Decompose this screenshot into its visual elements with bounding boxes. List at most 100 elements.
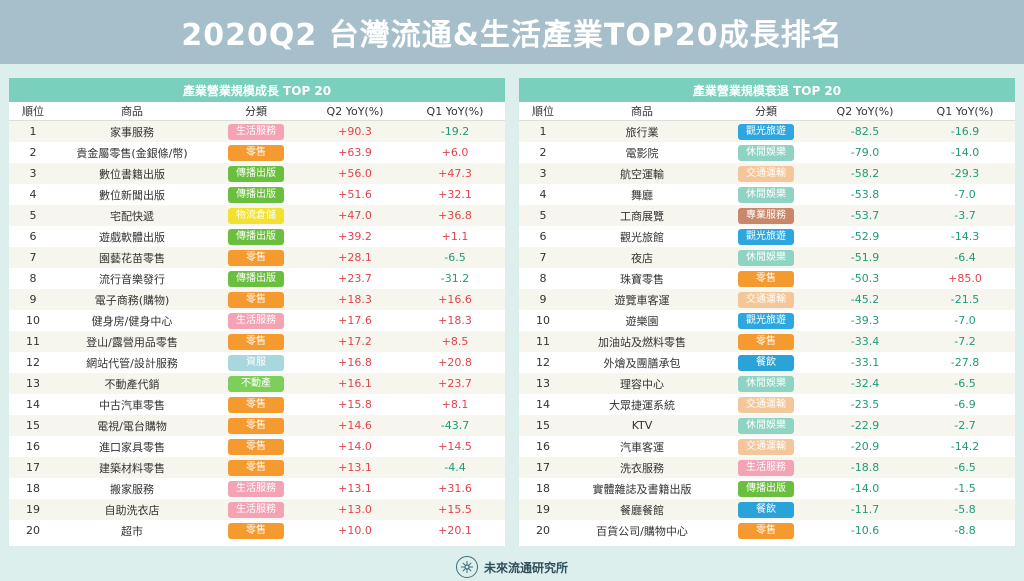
q1-yoy-cell: +8.5 xyxy=(441,335,469,348)
q2-yoy-cell: -23.5 xyxy=(850,398,880,411)
q2-yoy-cell: +10.0 xyxy=(338,524,372,537)
table-row: 19 自助洗衣店 生活服務 +13.0 +15.5 xyxy=(9,499,505,520)
page-title: 2020Q2 台灣流通&生活產業TOP20成長排名 xyxy=(181,18,843,53)
name-cell: 搬家服務 xyxy=(110,482,154,496)
rank-cell: 17 xyxy=(536,461,550,474)
q2-yoy-cell: -33.4 xyxy=(850,335,880,348)
category-badge: 交通運輸 xyxy=(738,291,794,308)
table-row: 5 工商展覽 專業服務 -53.7 -3.7 xyxy=(519,205,1015,226)
table-row: 2 貴金屬零售(金銀條/幣) 零售 +63.9 +6.0 xyxy=(9,142,505,163)
q1-yoy-cell: +20.1 xyxy=(438,524,472,537)
table-row: 3 航空運輸 交通運輸 -58.2 -29.3 xyxy=(519,163,1015,184)
category-badge: 交通運輸 xyxy=(738,396,794,413)
decline-table-body: 1 旅行業 觀光旅遊 -82.5 -16.9 2 電影院 休閒娛樂 -79.0 -14.0 3 航空運… xyxy=(519,121,1015,541)
table-row: 11 登山/露營用品零售 零售 +17.2 +8.5 xyxy=(9,331,505,352)
table-row: 6 遊戲軟體出版 傳播出版 +39.2 +1.1 xyxy=(9,226,505,247)
name-cell: KTV xyxy=(631,419,653,432)
table-row: 9 電子商務(購物) 零售 +18.3 +16.6 xyxy=(9,289,505,310)
q1-yoy-cell: -7.0 xyxy=(954,314,976,327)
category-cell: 零售 xyxy=(207,144,305,161)
name-cell: 旅行業 xyxy=(625,125,659,139)
footer: 未來流通研究所 xyxy=(0,553,1024,581)
table-row: 17 建築材料零售 零售 +13.1 -4.4 xyxy=(9,457,505,478)
name-cell: 家事服務 xyxy=(110,125,154,139)
rank-cell: 7 xyxy=(539,251,547,264)
q2-yoy-cell: +17.6 xyxy=(338,314,372,327)
table-row: 16 進口家具零售 零售 +14.0 +14.5 xyxy=(9,436,505,457)
rank-cell: 10 xyxy=(536,314,550,327)
category-badge: 休閒娛樂 xyxy=(738,417,794,434)
col-rank: 順位 xyxy=(22,105,44,118)
q1-yoy-cell: -6.5 xyxy=(444,251,466,264)
category-cell: 生活服務 xyxy=(717,459,815,476)
q2-yoy-cell: -32.4 xyxy=(850,377,880,390)
category-cell: 不動產 xyxy=(207,375,305,392)
category-cell: 觀光旅遊 xyxy=(717,312,815,329)
q1-yoy-cell: +8.1 xyxy=(441,398,469,411)
category-cell: 零售 xyxy=(717,522,815,539)
col-rank: 順位 xyxy=(532,105,554,118)
category-cell: 生活服務 xyxy=(207,312,305,329)
category-badge: 餐飲 xyxy=(738,501,794,518)
q1-yoy-cell: +15.5 xyxy=(438,503,472,516)
rank-cell: 15 xyxy=(26,419,40,432)
q2-yoy-cell: +16.1 xyxy=(338,377,372,390)
growth-panel: 產業營業規模成長 TOP 20 順位 商品 分類 Q2 YoY(%) Q1 Yo… xyxy=(9,78,505,546)
title-bar: 2020Q2 台灣流通&生活產業TOP20成長排名 xyxy=(0,0,1024,64)
table-row: 14 大眾捷運系統 交通運輸 -23.5 -6.9 xyxy=(519,394,1015,415)
rank-cell: 8 xyxy=(539,272,547,285)
table-row: 15 電視/電台購物 零售 +14.6 -43.7 xyxy=(9,415,505,436)
category-cell: 零售 xyxy=(207,438,305,455)
category-cell: 專業服務 xyxy=(717,207,815,224)
category-badge: 休閒娛樂 xyxy=(738,144,794,161)
table-row: 7 園藝花苗零售 零售 +28.1 -6.5 xyxy=(9,247,505,268)
table-row: 10 健身房/健身中心 生活服務 +17.6 +18.3 xyxy=(9,310,505,331)
col-name: 商品 xyxy=(631,105,653,118)
category-cell: 零售 xyxy=(717,333,815,350)
name-cell: 餐廳餐館 xyxy=(620,503,664,517)
q1-yoy-cell: -1.5 xyxy=(954,482,976,495)
q2-yoy-cell: +13.0 xyxy=(338,503,372,516)
category-badge: 生活服務 xyxy=(738,459,794,476)
table-row: 7 夜店 休閒娛樂 -51.9 -6.4 xyxy=(519,247,1015,268)
category-badge: 物流倉儲 xyxy=(228,207,284,224)
q2-yoy-cell: +14.0 xyxy=(338,440,372,453)
rank-cell: 5 xyxy=(539,209,547,222)
q2-yoy-cell: +13.1 xyxy=(338,461,372,474)
name-cell: 洗衣服務 xyxy=(620,461,664,475)
category-cell: 傳播出版 xyxy=(207,270,305,287)
category-cell: 資服 xyxy=(207,354,305,371)
category-badge: 生活服務 xyxy=(228,501,284,518)
table-row: 20 超市 零售 +10.0 +20.1 xyxy=(9,520,505,541)
q2-yoy-cell: +16.8 xyxy=(338,356,372,369)
name-cell: 進口家具零售 xyxy=(99,440,165,454)
table-row: 6 觀光旅館 觀光旅遊 -52.9 -14.3 xyxy=(519,226,1015,247)
rank-cell: 3 xyxy=(29,167,37,180)
q1-yoy-cell: -3.7 xyxy=(954,209,976,222)
col-category: 分類 xyxy=(755,105,777,118)
name-cell: 宅配快遞 xyxy=(110,209,154,223)
q2-yoy-cell: -52.9 xyxy=(850,230,880,243)
category-cell: 生活服務 xyxy=(207,123,305,140)
q1-yoy-cell: -6.9 xyxy=(954,398,976,411)
name-cell: 汽車客運 xyxy=(620,440,664,454)
name-cell: 電影院 xyxy=(625,146,659,160)
q1-yoy-cell: +85.0 xyxy=(948,272,982,285)
name-cell: 夜店 xyxy=(631,251,653,265)
q1-yoy-cell: -14.3 xyxy=(950,230,980,243)
table-row: 18 實體雜誌及書籍出版 傳播出版 -14.0 -1.5 xyxy=(519,478,1015,499)
rank-cell: 11 xyxy=(536,335,550,348)
category-cell: 餐飲 xyxy=(717,354,815,371)
name-cell: 健身房/健身中心 xyxy=(91,314,173,328)
q1-yoy-cell: -29.3 xyxy=(950,167,980,180)
name-cell: 貴金屬零售(金銀條/幣) xyxy=(76,146,188,160)
rank-cell: 14 xyxy=(536,398,550,411)
rank-cell: 18 xyxy=(26,482,40,495)
category-cell: 休閒娛樂 xyxy=(717,417,815,434)
q2-yoy-cell: +23.7 xyxy=(338,272,372,285)
category-cell: 零售 xyxy=(207,459,305,476)
q2-yoy-cell: -45.2 xyxy=(850,293,880,306)
rank-cell: 16 xyxy=(536,440,550,453)
rank-cell: 2 xyxy=(539,146,547,159)
table-row: 18 搬家服務 生活服務 +13.1 +31.6 xyxy=(9,478,505,499)
